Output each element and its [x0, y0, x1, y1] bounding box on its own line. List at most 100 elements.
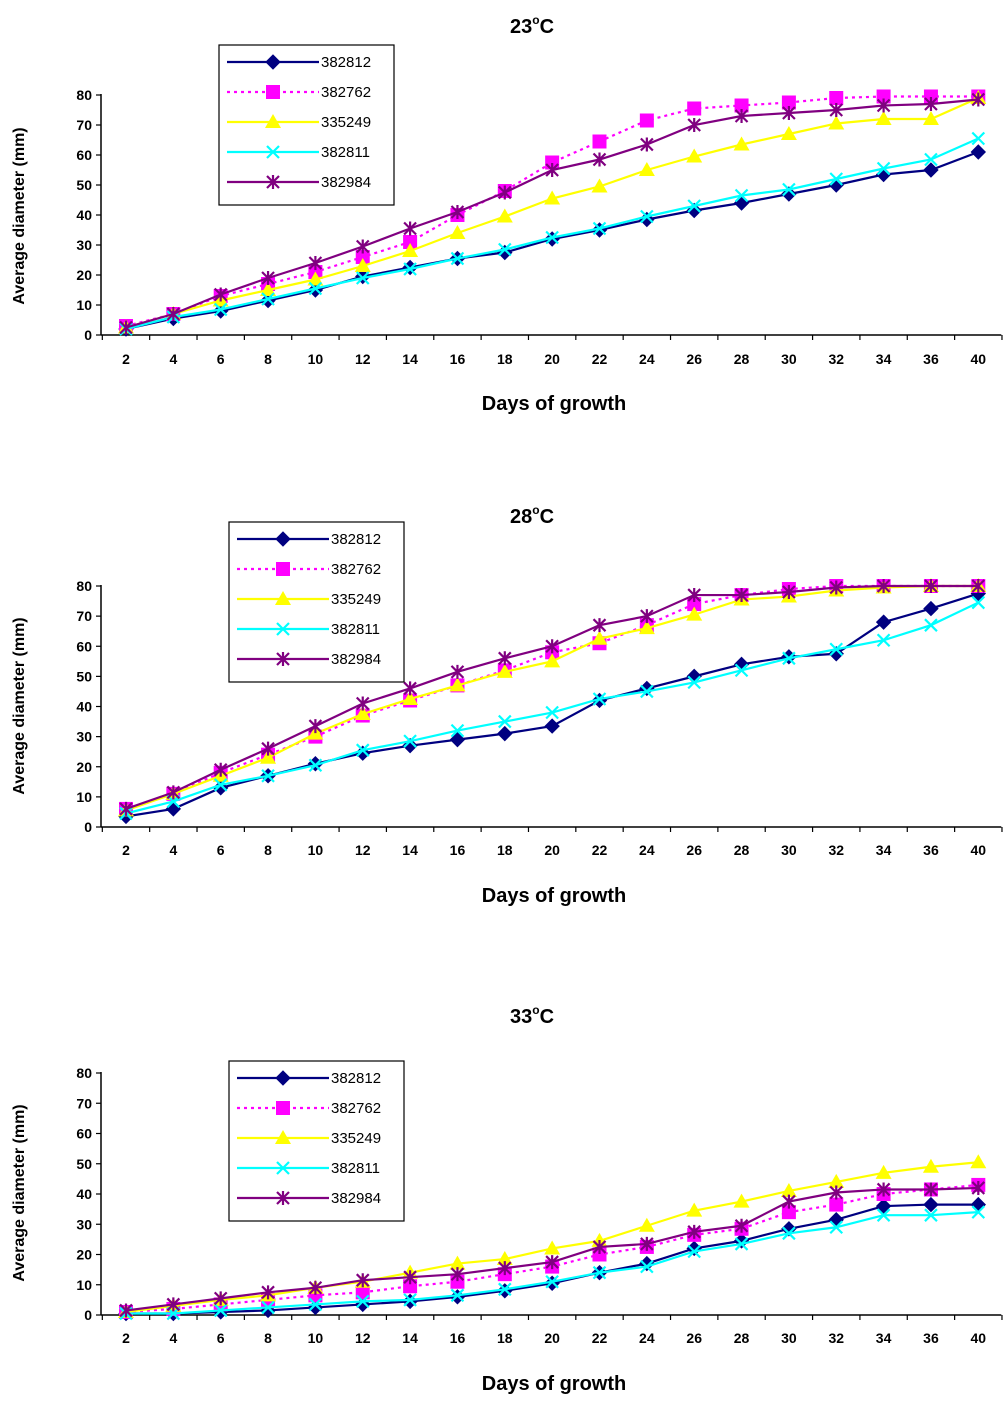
x-tick-label: 30 [781, 842, 797, 858]
data-point [592, 618, 607, 633]
data-point [545, 163, 559, 177]
data-point [308, 1297, 323, 1312]
x-tick-label: 14 [402, 351, 418, 367]
chart-title: 28oC [510, 503, 554, 528]
x-tick-label: 6 [217, 351, 225, 367]
x-tick-label: 4 [169, 351, 177, 367]
data-point [261, 271, 275, 285]
y-tick-label: 40 [76, 207, 92, 223]
x-tick-label: 20 [544, 1330, 560, 1346]
legend-item: 382984 [237, 651, 381, 668]
x-tick-label: 12 [355, 351, 371, 367]
x-tick-label: 16 [450, 842, 466, 858]
y-tick-label: 70 [76, 608, 92, 624]
data-point [970, 144, 987, 160]
data-point [782, 1194, 796, 1209]
data-point [734, 663, 749, 678]
x-tick-label: 10 [308, 1330, 324, 1346]
data-point [971, 92, 986, 107]
data-point [166, 785, 181, 800]
data-point [450, 664, 465, 679]
data-point [450, 205, 465, 219]
x-tick-label: 22 [592, 842, 608, 858]
legend-marker [266, 85, 280, 99]
x-tick-label: 10 [308, 351, 324, 367]
x-tick-label: 34 [876, 351, 892, 367]
x-tick-label: 8 [264, 842, 272, 858]
data-point [403, 1270, 417, 1285]
data-point [592, 1265, 607, 1280]
x-tick-label: 36 [923, 351, 939, 367]
data-point [782, 182, 796, 197]
x-tick-label: 6 [217, 842, 225, 858]
y-tick-label: 0 [84, 819, 92, 835]
data-point [829, 1185, 844, 1200]
data-point [876, 1182, 891, 1197]
data-point [734, 1218, 749, 1233]
data-point [924, 618, 938, 632]
legend-label: 382762 [331, 561, 381, 578]
data-point [355, 250, 370, 264]
legend-label: 382812 [331, 531, 381, 548]
data-point [498, 242, 512, 257]
data-point [544, 1240, 561, 1255]
legend-item: 382762 [227, 84, 371, 101]
data-point [354, 706, 371, 721]
x-tick-label: 8 [264, 1330, 272, 1346]
data-point [545, 705, 559, 720]
x-tick-label: 32 [828, 1330, 844, 1346]
data-point [355, 743, 370, 757]
data-point [970, 1196, 987, 1213]
x-tick-label: 12 [355, 1330, 371, 1346]
data-point [828, 1173, 845, 1188]
data-point [213, 1303, 228, 1318]
data-point [640, 1236, 654, 1251]
x-tick-label: 26 [686, 1330, 702, 1346]
y-axis-label: Average diameter (mm) [11, 1104, 28, 1281]
data-point [213, 1291, 228, 1306]
legend-marker [275, 1070, 291, 1086]
data-point [544, 718, 560, 734]
x-tick-label: 28 [734, 351, 750, 367]
y-tick-label: 30 [76, 729, 92, 745]
data-point [924, 152, 938, 167]
legend-marker [266, 145, 280, 159]
data-point [734, 188, 749, 203]
legend-label: 382762 [331, 1100, 381, 1117]
data-point [165, 801, 182, 817]
data-point [213, 302, 228, 317]
data-point [780, 126, 797, 140]
data-point [687, 118, 701, 132]
x-tick-label: 28 [734, 842, 750, 858]
data-point [166, 1297, 181, 1312]
data-point [449, 731, 466, 748]
x-tick-label: 28 [734, 1330, 750, 1346]
data-point [498, 1282, 512, 1297]
y-tick-label: 70 [76, 1095, 92, 1111]
legend-item: 382984 [237, 1190, 381, 1207]
x-tick-label: 40 [971, 1330, 987, 1346]
data-point [782, 585, 796, 600]
y-tick-label: 30 [76, 1216, 92, 1232]
x-tick-label: 22 [592, 351, 608, 367]
y-axis-label: Average diameter (mm) [11, 617, 28, 794]
data-point [308, 1280, 323, 1295]
data-point [970, 1154, 987, 1169]
x-tick-label: 2 [122, 1330, 130, 1346]
data-point [971, 1205, 986, 1219]
data-point [924, 1182, 938, 1197]
data-point [639, 113, 654, 128]
legend-item: 335249 [237, 1130, 381, 1147]
data-point [829, 91, 844, 105]
x-tick-label: 24 [639, 351, 655, 367]
legend-label: 382812 [321, 54, 371, 71]
data-point [781, 1205, 796, 1220]
legend-label: 335249 [331, 1130, 381, 1147]
data-point [307, 271, 324, 286]
y-tick-label: 10 [76, 1277, 92, 1293]
x-tick-label: 24 [639, 1330, 655, 1346]
legend-label: 335249 [321, 114, 371, 131]
x-tick-label: 18 [497, 1330, 513, 1346]
